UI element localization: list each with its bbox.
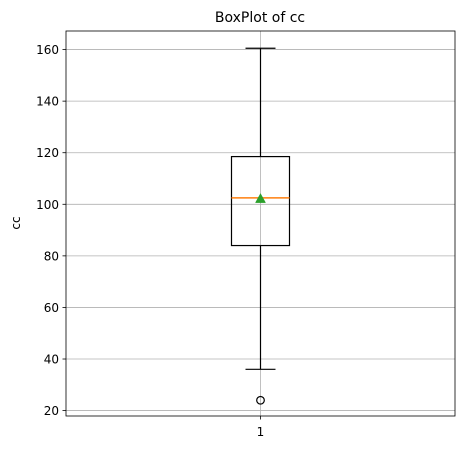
mean-marker [255,193,266,203]
y-tick-label: 100 [36,198,59,212]
y-axis-ticks: 20 40 60 80 100 120 140 160 [36,43,66,418]
y-tick-label: 140 [36,95,59,109]
iqr-box [230,155,291,247]
y-tick-label: 20 [44,404,59,418]
y-tick-label: 160 [36,43,59,57]
x-axis-ticks: 1 [257,416,265,439]
y-tick-label: 60 [44,301,59,315]
y-axis-label: cc [9,216,23,229]
box-series [230,47,291,405]
y-tick-label: 120 [36,146,59,160]
y-tick-label: 80 [44,249,59,263]
plot-frame [65,30,456,417]
y-tick-label: 40 [44,353,59,367]
chart-title: BoxPlot of cc [215,10,305,26]
outlier-point [256,395,265,405]
x-tick-label: 1 [257,425,265,439]
